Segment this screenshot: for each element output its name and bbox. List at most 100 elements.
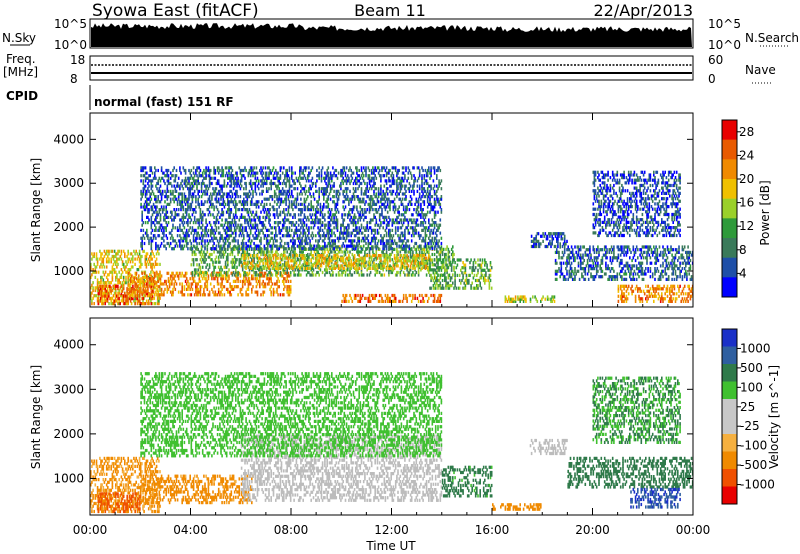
range-gate-cell <box>99 289 102 293</box>
range-gate-cell <box>332 270 334 275</box>
range-gate-cell <box>160 293 163 297</box>
range-gate-cell <box>156 287 158 291</box>
range-gate-cell <box>124 302 126 306</box>
range-gate-cell <box>126 254 128 259</box>
range-gate-cell <box>324 273 326 277</box>
range-gate-cell <box>326 260 328 264</box>
range-gate-cell <box>132 260 134 264</box>
range-gate-cell <box>248 277 251 281</box>
range-gate-cell <box>104 299 107 303</box>
range-gate-cell <box>197 247 199 251</box>
range-gate-cell <box>146 171 148 175</box>
range-gate-cell <box>150 282 153 286</box>
range-gate-cell <box>140 290 142 294</box>
range-gate-cell <box>281 274 284 278</box>
range-gate-cell <box>296 268 299 272</box>
range-gate-cell <box>100 254 102 259</box>
range-gate-cell <box>311 270 314 275</box>
range-gate-cell <box>253 250 255 254</box>
range-gate-cell <box>255 166 258 170</box>
range-gate-cell <box>171 282 173 286</box>
range-gate-cell <box>189 287 191 291</box>
range-gate-cell <box>386 293 389 298</box>
range-gate-cell <box>270 273 272 277</box>
range-gate-cell <box>224 202 227 206</box>
range-gate-cell <box>246 293 249 297</box>
range-gate-cell <box>264 282 267 286</box>
nsearch-tick-top: 10^5 <box>708 17 741 31</box>
range-gate-cell <box>145 284 148 288</box>
range-gate-cell <box>108 273 110 277</box>
range-gate-cell <box>294 213 296 217</box>
range-gate-cell <box>147 234 149 238</box>
range-gate-cell <box>413 245 415 249</box>
range-gate-cell <box>348 299 350 303</box>
range-gate-cell <box>152 252 154 256</box>
range-gate-cell <box>127 275 129 279</box>
range-gate-cell <box>388 270 390 275</box>
range-gate-cell <box>118 299 120 303</box>
range-gate-cell <box>296 265 299 269</box>
range-gate-cell <box>257 179 260 183</box>
range-gate-cell <box>174 287 177 291</box>
range-gate-cell <box>106 299 109 303</box>
range-gate-cell <box>279 270 282 275</box>
range-gate-cell <box>118 257 120 261</box>
range-gate-cell <box>113 299 116 303</box>
range-gate-cell <box>191 252 194 257</box>
range-gate-cell <box>261 200 263 204</box>
range-gate-cell <box>267 282 269 286</box>
range-gate-cell <box>95 257 98 261</box>
range-gate-cell <box>171 274 173 278</box>
range-gate-cell <box>412 270 414 275</box>
range-gate-cell <box>122 299 125 303</box>
range-gate-cell <box>237 270 239 275</box>
range-gate-cell <box>273 200 276 204</box>
range-gate-cell <box>397 252 399 257</box>
range-gate-cell <box>269 287 271 291</box>
range-gate-cell <box>115 275 117 279</box>
range-gate-cell <box>124 281 126 285</box>
range-gate-cell <box>276 270 278 275</box>
range-gate-cell <box>124 268 126 272</box>
range-gate-cell <box>166 271 169 275</box>
range-gate-cell <box>198 241 201 246</box>
range-gate-cell <box>173 285 175 289</box>
range-gate-cell <box>317 250 319 254</box>
range-gate-cell <box>151 265 153 269</box>
range-gate-cell <box>326 258 328 262</box>
range-gate-cell <box>196 258 198 262</box>
range-gate-cell <box>167 195 170 199</box>
range-gate-cell <box>264 166 267 170</box>
range-gate-cell <box>269 270 271 275</box>
range-gate-cell <box>397 250 399 254</box>
range-gate-cell <box>376 270 379 275</box>
range-gate-cell <box>91 302 93 306</box>
range-gate-cell <box>236 202 238 206</box>
range-gate-cell <box>235 221 237 225</box>
range-gate-cell <box>268 282 270 286</box>
range-gate-cell <box>104 281 107 285</box>
range-gate-cell <box>200 250 203 254</box>
range-gate-cell <box>90 262 92 266</box>
range-gate-cell <box>155 168 157 173</box>
range-gate-cell <box>159 262 161 266</box>
range-gate-cell <box>288 252 291 257</box>
range-gate-cell <box>275 258 277 262</box>
range-gate-cell <box>313 250 316 254</box>
range-gate-cell <box>156 249 159 253</box>
range-gate-cell <box>117 249 119 253</box>
nave-tick-top: 60 <box>708 53 723 67</box>
range-gate-cell <box>270 279 272 283</box>
range-gate-cell <box>138 257 141 261</box>
range-gate-cell <box>262 285 264 289</box>
range-gate-cell <box>106 287 109 291</box>
range-gate-cell <box>235 239 237 243</box>
range-gate-cell <box>212 260 214 264</box>
range-gate-cell <box>117 291 119 295</box>
range-gate-cell <box>407 273 410 277</box>
range-gate-cell <box>195 210 197 214</box>
range-gate-cell <box>246 287 249 291</box>
range-gate-cell <box>389 256 391 260</box>
range-gate-cell <box>155 283 158 287</box>
